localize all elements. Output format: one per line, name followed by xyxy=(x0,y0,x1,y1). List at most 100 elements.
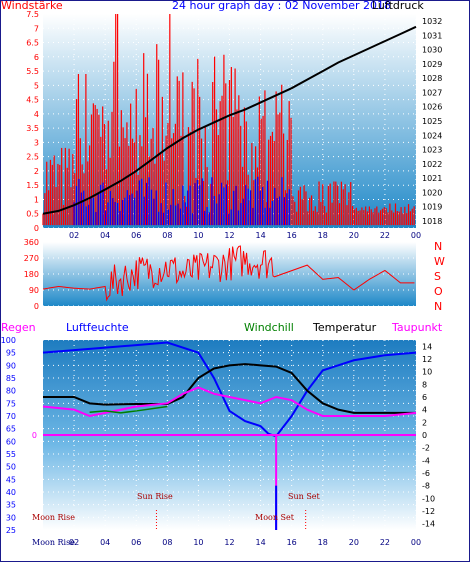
temperature-tick-label: 14 xyxy=(422,342,432,351)
pressure-line xyxy=(42,25,417,215)
series-windchill-line xyxy=(89,405,168,414)
dir-tick-label: 270 xyxy=(24,254,39,263)
pressure-tick-label: 1029 xyxy=(422,60,442,69)
wind-tick-label: 2 xyxy=(34,167,39,176)
temp-x-tick-label: 12 xyxy=(224,538,234,547)
pressure-tick-label: 1026 xyxy=(422,103,442,112)
wind-tick-label: 7.5 xyxy=(26,10,39,19)
temp-x-tick-label: 08 xyxy=(162,538,172,547)
humidity-tick-label: 100 xyxy=(1,336,16,345)
humidity-tick-label: 60 xyxy=(6,437,16,446)
sun-rise-label: Sun Rise xyxy=(137,492,173,501)
wind-x-tick-label: 22 xyxy=(380,231,390,240)
temp-x-tick-label: 00 xyxy=(411,538,421,547)
temperature-tick-label: 10 xyxy=(422,368,432,377)
temp-x-tick-label: 06 xyxy=(131,538,141,547)
temp-x-tick-label: 16 xyxy=(287,538,297,547)
chart-title: 24 hour graph day : 02 November 2018 xyxy=(172,0,392,12)
humidity-tick-label: 75 xyxy=(6,399,16,408)
humidity-tick-label: 50 xyxy=(6,463,16,472)
wind-x-tick-label: 08 xyxy=(162,231,172,240)
pressure-axis-title: Luftdruck xyxy=(372,0,424,12)
pressure-tick-label: 1025 xyxy=(422,117,442,126)
temperature-tick-label: 12 xyxy=(422,355,432,364)
compass-label: S xyxy=(434,270,441,283)
dir-tick-label: 180 xyxy=(24,270,39,279)
humidity-tick-label: 85 xyxy=(6,374,16,383)
humidity-tick-label: 90 xyxy=(6,361,16,370)
wind-tick-label: 5 xyxy=(34,81,39,90)
humidity-tick-label: 25 xyxy=(6,526,16,535)
pressure-tick-label: 1024 xyxy=(422,131,442,140)
temperature-tick-label: -14 xyxy=(422,520,435,529)
wind-tick-label: 1.5 xyxy=(26,181,39,190)
wind-x-tick-label: 12 xyxy=(224,231,234,240)
pressure-tick-label: 1022 xyxy=(422,160,442,169)
series-temperatur-line xyxy=(43,363,416,414)
wind-tick-label: 2.5 xyxy=(26,153,39,162)
wind-x-tick-label: 14 xyxy=(255,231,265,240)
pressure-tick-label: 1028 xyxy=(422,74,442,83)
temp-x-tick-label: 10 xyxy=(193,538,203,547)
wind-tick-label: 3.5 xyxy=(26,124,39,133)
dir-tick-label: 0 xyxy=(34,302,39,311)
temperature-tick-label: -6 xyxy=(422,469,430,478)
humidity-tick-label: 40 xyxy=(6,488,16,497)
label-windchill: Windchill xyxy=(244,321,294,334)
wind-tick-label: 6.5 xyxy=(26,39,39,48)
sun-set-label: Sun Set xyxy=(288,492,321,501)
pressure-tick-label: 1021 xyxy=(422,174,442,183)
label-regen: Regen xyxy=(1,321,36,334)
temperature-tick-label: 8 xyxy=(422,380,427,389)
pressure-tick-label: 1020 xyxy=(422,188,442,197)
dir-tick-label: 360 xyxy=(24,238,39,247)
wind-x-tick-label: 02 xyxy=(69,231,79,240)
temperature-tick-label: -12 xyxy=(422,507,435,516)
compass-label: N xyxy=(434,300,442,313)
wind-tick-label: 4.5 xyxy=(26,96,39,105)
temperature-tick-label: -4 xyxy=(422,456,430,465)
wind-tick-label: 0.5 xyxy=(26,210,39,219)
humidity-tick-label: 70 xyxy=(6,412,16,421)
pressure-tick-label: 1027 xyxy=(422,88,442,97)
temperature-tick-label: -2 xyxy=(422,444,430,453)
humidity-tick-label: 30 xyxy=(6,513,16,522)
wind-tick-label: 1 xyxy=(34,195,39,204)
label-luftfeuchte: Luftfeuchte xyxy=(66,321,129,334)
rain-zero-label: 0 xyxy=(32,431,37,440)
humidity-tick-label: 55 xyxy=(6,450,16,459)
series-luftfeuchte-line xyxy=(42,341,417,438)
wind-direction-line xyxy=(42,245,415,302)
wind-x-tick-label: 16 xyxy=(287,231,297,240)
wind-tick-label: 3 xyxy=(34,138,39,147)
wind-x-tick-label: 04 xyxy=(100,231,110,240)
moon-set-label: Moon Set xyxy=(255,513,295,522)
pressure-tick-label: 1032 xyxy=(422,17,442,26)
temp-x-tick-label: 20 xyxy=(349,538,359,547)
pressure-tick-label: 1031 xyxy=(422,31,442,40)
compass-label: O xyxy=(434,285,443,298)
wind-tick-label: 4 xyxy=(34,110,39,119)
label-taupunkt: Taupunkt xyxy=(392,321,443,334)
wind-tick-label: 0 xyxy=(34,224,39,233)
temp-x-tick-label: 22 xyxy=(380,538,390,547)
moon-rise-label: Moon Rise xyxy=(32,513,75,522)
humidity-tick-label: 65 xyxy=(6,425,16,434)
humidity-tick-label: 80 xyxy=(6,387,16,396)
temperature-tick-label: -10 xyxy=(422,494,435,503)
humidity-tick-label: 35 xyxy=(6,501,16,510)
moon-rise-axis-label: Moon Rise xyxy=(32,538,75,547)
temperature-tick-label: 2 xyxy=(422,418,427,427)
temperature-tick-label: 4 xyxy=(422,406,427,415)
wind-x-tick-label: 20 xyxy=(349,231,359,240)
humidity-tick-label: 45 xyxy=(6,475,16,484)
temperature-tick-label: 0 xyxy=(422,431,427,440)
pressure-tick-label: 1023 xyxy=(422,146,442,155)
temp-x-tick-label: 04 xyxy=(100,538,110,547)
wind-x-tick-label: 06 xyxy=(131,231,141,240)
wind-x-tick-label: 18 xyxy=(318,231,328,240)
wind-tick-label: 5.5 xyxy=(26,67,39,76)
wind-tick-label: 6 xyxy=(34,53,39,62)
compass-label: W xyxy=(434,255,445,268)
